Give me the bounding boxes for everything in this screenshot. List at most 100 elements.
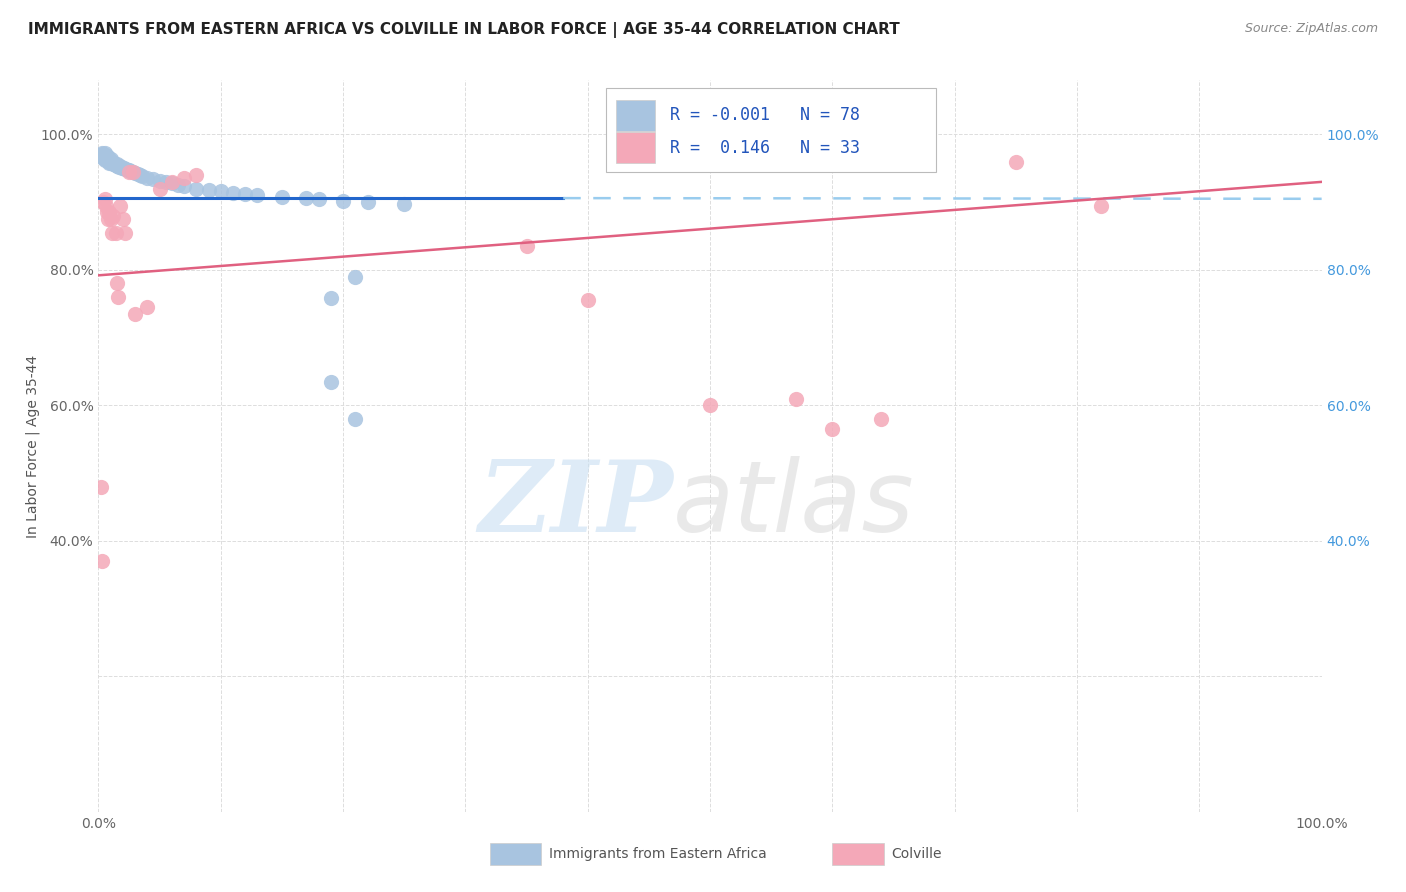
Text: atlas: atlas	[673, 456, 915, 553]
Point	[392, 196, 416, 211]
Point	[356, 195, 378, 210]
Point	[103, 157, 125, 171]
Point	[114, 161, 136, 176]
Point	[104, 158, 127, 172]
Point	[91, 151, 114, 165]
Point	[107, 290, 129, 304]
Point	[96, 205, 118, 219]
Point	[97, 212, 120, 227]
Point	[100, 155, 122, 169]
Point	[110, 198, 132, 212]
Point	[270, 190, 294, 204]
Point	[98, 156, 121, 170]
Text: Source: ZipAtlas.com: Source: ZipAtlas.com	[1244, 22, 1378, 36]
FancyBboxPatch shape	[832, 843, 884, 865]
Point	[233, 187, 256, 202]
Point	[91, 554, 114, 568]
Point	[129, 168, 152, 182]
Point	[142, 172, 165, 186]
Point	[93, 151, 115, 165]
Point	[332, 194, 354, 208]
Point	[121, 165, 143, 179]
Point	[91, 146, 114, 161]
Point	[101, 226, 124, 240]
Point	[1090, 198, 1112, 212]
Point	[186, 181, 208, 195]
Point	[295, 191, 318, 205]
Point	[160, 175, 183, 189]
Point	[96, 152, 118, 166]
Point	[111, 212, 134, 227]
Text: R =  0.146   N = 33: R = 0.146 N = 33	[669, 138, 859, 157]
Point	[98, 153, 121, 168]
Point	[821, 422, 844, 436]
Point	[91, 149, 114, 163]
Point	[100, 152, 122, 166]
Point	[90, 149, 112, 163]
Point	[96, 153, 118, 168]
Point	[319, 375, 342, 389]
Point	[96, 151, 118, 165]
Point	[96, 149, 118, 163]
Point	[100, 153, 122, 168]
Point	[149, 181, 172, 195]
Point	[101, 157, 124, 171]
Point	[118, 162, 141, 177]
Point	[94, 198, 117, 212]
Point	[118, 165, 141, 179]
Point	[112, 161, 135, 176]
Point	[515, 239, 537, 253]
Point	[222, 186, 245, 200]
Point	[93, 150, 115, 164]
Point	[94, 149, 117, 163]
Point	[197, 183, 219, 197]
Point	[121, 165, 143, 179]
Point	[785, 392, 807, 406]
Point	[97, 151, 120, 165]
Point	[344, 269, 367, 284]
Point	[308, 193, 330, 207]
Point	[97, 153, 120, 168]
Point	[90, 480, 112, 494]
Point	[127, 167, 149, 181]
Point	[136, 170, 159, 185]
Point	[90, 148, 112, 162]
Point	[131, 169, 153, 184]
Point	[117, 163, 139, 178]
Point	[97, 152, 120, 166]
Point	[870, 412, 893, 426]
Point	[101, 156, 124, 170]
Point	[110, 159, 132, 173]
Point	[91, 147, 114, 161]
Point	[344, 412, 367, 426]
Point	[100, 212, 122, 227]
Point	[91, 148, 114, 162]
Point	[91, 148, 114, 162]
Point	[160, 176, 183, 190]
FancyBboxPatch shape	[616, 100, 655, 131]
Text: IMMIGRANTS FROM EASTERN AFRICA VS COLVILLE IN LABOR FORCE | AGE 35-44 CORRELATIO: IMMIGRANTS FROM EASTERN AFRICA VS COLVIL…	[28, 22, 900, 38]
Point	[98, 205, 121, 219]
Point	[101, 209, 124, 223]
Point	[93, 192, 115, 206]
Point	[1004, 154, 1026, 169]
Point	[120, 164, 142, 178]
Point	[93, 153, 115, 167]
Point	[124, 307, 146, 321]
Point	[91, 195, 114, 210]
Text: Colville: Colville	[891, 847, 942, 861]
Point	[103, 156, 125, 170]
Point	[105, 277, 128, 291]
Point	[93, 148, 115, 162]
Point	[94, 152, 117, 166]
Text: ZIP: ZIP	[478, 457, 673, 553]
Y-axis label: In Labor Force | Age 35-44: In Labor Force | Age 35-44	[25, 354, 39, 538]
Point	[105, 159, 128, 173]
Point	[576, 293, 599, 308]
Point	[173, 178, 195, 193]
Point	[101, 156, 124, 170]
Point	[107, 159, 129, 173]
Point	[94, 151, 117, 165]
Point	[93, 146, 115, 161]
Point	[136, 300, 159, 314]
